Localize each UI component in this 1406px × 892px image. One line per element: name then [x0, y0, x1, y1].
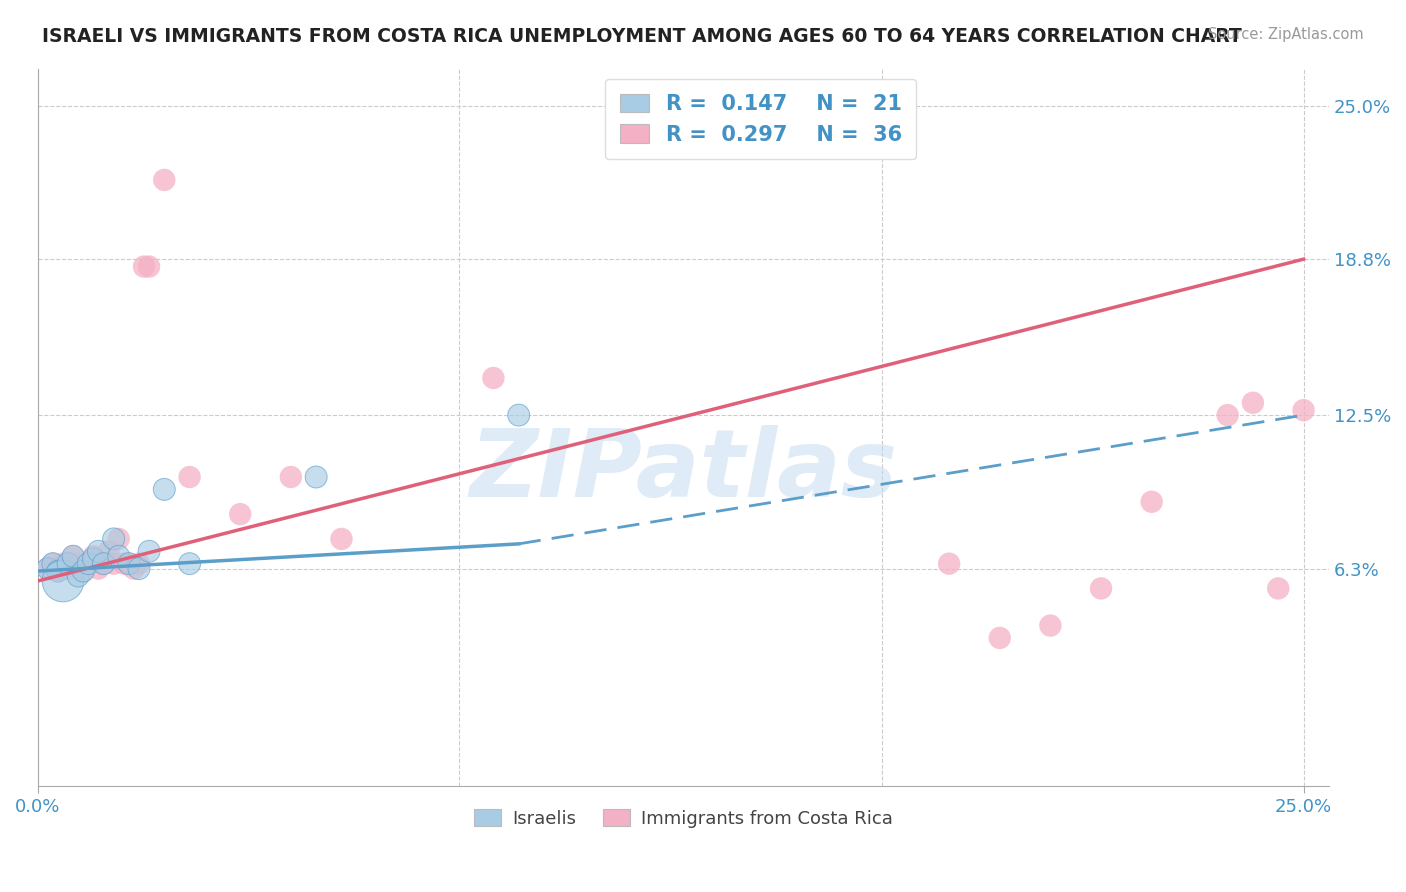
Point: [72, 564, 94, 578]
Point: [1090, 582, 1112, 596]
Point: [1267, 582, 1289, 596]
Point: [77, 557, 100, 571]
Point: [62, 549, 84, 564]
Point: [508, 408, 530, 422]
Legend: Israelis, Immigrants from Costa Rica: Israelis, Immigrants from Costa Rica: [467, 802, 900, 835]
Point: [56, 557, 79, 571]
Point: [46, 564, 69, 578]
Point: [1216, 408, 1239, 422]
Point: [179, 557, 201, 571]
Point: [118, 557, 141, 571]
Point: [153, 483, 176, 497]
Point: [93, 557, 115, 571]
Point: [52, 574, 75, 588]
Point: [87, 561, 110, 575]
Point: [1039, 618, 1062, 632]
Point: [305, 470, 328, 484]
Point: [67, 569, 90, 583]
Point: [87, 544, 110, 558]
Point: [179, 470, 201, 484]
Point: [103, 532, 125, 546]
Point: [72, 564, 94, 578]
Point: [112, 557, 135, 571]
Point: [42, 557, 65, 571]
Point: [107, 532, 129, 546]
Point: [153, 173, 176, 187]
Point: [330, 532, 353, 546]
Point: [1241, 396, 1264, 410]
Point: [938, 557, 960, 571]
Point: [122, 561, 145, 575]
Text: Source: ZipAtlas.com: Source: ZipAtlas.com: [1208, 27, 1364, 42]
Point: [138, 260, 160, 274]
Point: [52, 557, 75, 571]
Text: ISRAELI VS IMMIGRANTS FROM COSTA RICA UNEMPLOYMENT AMONG AGES 60 TO 64 YEARS COR: ISRAELI VS IMMIGRANTS FROM COSTA RICA UN…: [42, 27, 1241, 45]
Point: [42, 557, 65, 571]
Point: [280, 470, 302, 484]
Point: [107, 549, 129, 564]
Point: [93, 557, 115, 571]
Point: [77, 557, 100, 571]
Point: [132, 260, 155, 274]
Point: [128, 557, 150, 571]
Point: [37, 561, 59, 575]
Point: [988, 631, 1011, 645]
Point: [46, 564, 69, 578]
Point: [482, 371, 505, 385]
Point: [67, 557, 90, 571]
Point: [1292, 403, 1315, 417]
Point: [62, 549, 84, 564]
Point: [229, 507, 252, 521]
Point: [97, 544, 120, 558]
Text: ZIPatlas: ZIPatlas: [470, 425, 897, 516]
Point: [1140, 495, 1163, 509]
Point: [56, 561, 79, 575]
Point: [138, 544, 160, 558]
Point: [118, 557, 141, 571]
Point: [128, 561, 150, 575]
Point: [103, 557, 125, 571]
Point: [82, 549, 104, 564]
Point: [37, 561, 59, 575]
Point: [82, 551, 104, 566]
